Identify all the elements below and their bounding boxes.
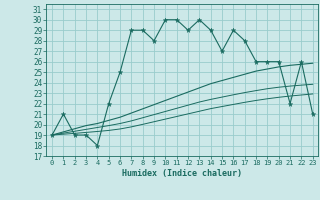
X-axis label: Humidex (Indice chaleur): Humidex (Indice chaleur): [123, 169, 243, 178]
